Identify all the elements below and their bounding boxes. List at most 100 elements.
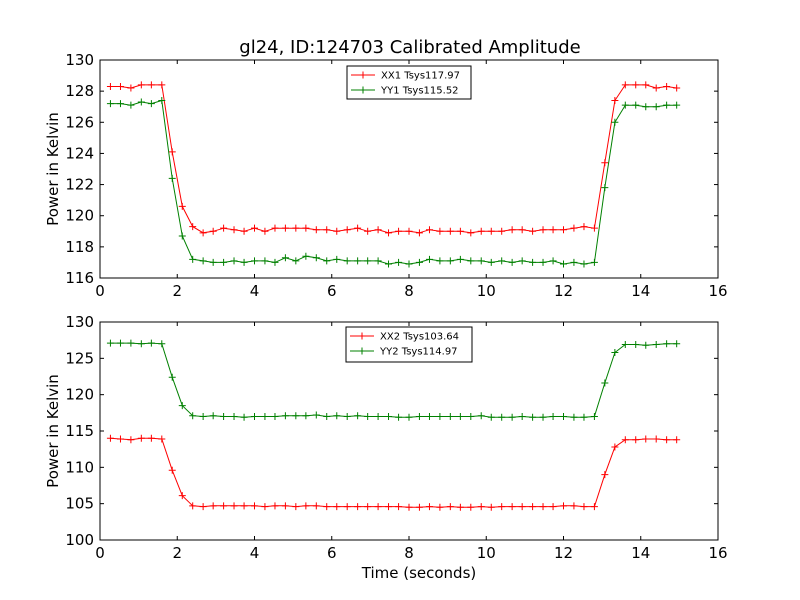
bottom-x-tick-label: 12 bbox=[554, 544, 573, 562]
data-point-xx2 bbox=[425, 503, 433, 511]
data-point-xx1 bbox=[590, 224, 598, 232]
data-point-xx2 bbox=[508, 503, 516, 511]
data-point-yy2 bbox=[385, 412, 393, 420]
data-point-xx2 bbox=[343, 503, 351, 511]
data-point-xx1 bbox=[456, 227, 464, 235]
data-point-xx2 bbox=[323, 503, 331, 511]
data-point-xx1 bbox=[673, 84, 681, 92]
data-point-yy1 bbox=[518, 257, 526, 265]
data-point-yy1 bbox=[261, 257, 269, 265]
data-point-yy2 bbox=[498, 413, 506, 421]
data-point-yy2 bbox=[364, 412, 372, 420]
data-point-yy1 bbox=[333, 255, 341, 263]
bottom-y-axis-label: Power in Kelvin bbox=[44, 374, 62, 488]
data-point-xx2 bbox=[518, 503, 526, 511]
data-point-yy1 bbox=[395, 258, 403, 266]
legend-marker-xx1 bbox=[359, 71, 367, 79]
top-y-axis-label: Power in Kelvin bbox=[44, 112, 62, 226]
data-point-yy2 bbox=[425, 412, 433, 420]
data-point-yy2 bbox=[281, 412, 289, 420]
data-point-yy1 bbox=[632, 101, 640, 109]
data-point-xx2 bbox=[189, 502, 197, 510]
data-point-yy2 bbox=[415, 412, 423, 420]
data-point-yy1 bbox=[415, 258, 423, 266]
data-point-yy2 bbox=[508, 413, 516, 421]
bottom-legend-box bbox=[345, 326, 473, 363]
data-point-xx1 bbox=[168, 148, 176, 156]
chart-title: gl24, ID:124703 Calibrated Amplitude bbox=[239, 37, 580, 58]
data-point-yy2 bbox=[611, 349, 619, 357]
bottom-y-tick-label: 100 bbox=[65, 531, 94, 549]
data-point-yy2 bbox=[251, 412, 258, 420]
data-point-xx1 bbox=[385, 229, 393, 237]
bottom-x-axis-label: Time (seconds) bbox=[361, 564, 477, 582]
data-point-yy2 bbox=[189, 412, 197, 420]
legend-marker-xx2 bbox=[358, 332, 366, 340]
legend-label-xx1: XX1 Tsys117.97 bbox=[381, 71, 460, 82]
data-point-yy2 bbox=[374, 412, 382, 420]
bottom-x-tick-label: 0 bbox=[95, 544, 105, 562]
data-point-yy2 bbox=[621, 341, 629, 349]
data-point-yy1 bbox=[168, 174, 176, 182]
data-point-yy2 bbox=[446, 412, 454, 420]
data-point-xx2 bbox=[560, 502, 567, 510]
data-point-xx1 bbox=[158, 81, 166, 89]
data-point-yy2 bbox=[147, 339, 155, 347]
data-point-yy2 bbox=[673, 340, 681, 348]
top-y-tick-label: 124 bbox=[65, 144, 94, 162]
bottom-y-tick-label: 110 bbox=[65, 458, 94, 476]
data-point-xx1 bbox=[560, 226, 567, 234]
data-point-xx2 bbox=[178, 492, 186, 500]
data-point-xx1 bbox=[498, 227, 506, 235]
data-point-xx1 bbox=[621, 81, 629, 89]
data-point-xx1 bbox=[539, 226, 547, 234]
data-point-yy2 bbox=[168, 373, 176, 381]
legend-label-xx2: XX2 Tsys103.64 bbox=[380, 332, 459, 343]
data-point-xx2 bbox=[199, 503, 207, 511]
data-point-yy1 bbox=[323, 257, 331, 265]
data-point-yy2 bbox=[642, 341, 650, 349]
data-point-xx2 bbox=[580, 503, 588, 511]
data-point-yy1 bbox=[642, 103, 650, 111]
top-y-tick-label: 126 bbox=[65, 113, 94, 131]
top-x-tick-label: 10 bbox=[477, 282, 496, 300]
bottom-x-tick-label: 10 bbox=[477, 544, 496, 562]
subplot-top: 0 2 4 6 8 10 12 14 16 116 118 120 122 124 126 128 130 Pow… bbox=[44, 51, 728, 300]
data-point-yy1 bbox=[374, 257, 382, 265]
data-point-xx2 bbox=[374, 503, 382, 511]
data-point-xx1 bbox=[652, 84, 660, 92]
data-point-yy1 bbox=[354, 257, 362, 265]
data-point-xx2 bbox=[590, 503, 598, 511]
data-point-yy1 bbox=[189, 255, 197, 263]
data-point-yy1 bbox=[137, 98, 145, 106]
data-point-yy1 bbox=[436, 257, 444, 265]
data-point-xx1 bbox=[240, 227, 248, 235]
data-point-xx2 bbox=[271, 502, 279, 510]
data-point-yy1 bbox=[127, 101, 135, 109]
data-point-yy2 bbox=[570, 413, 578, 421]
data-point-xx2 bbox=[673, 436, 681, 444]
data-point-xx1 bbox=[549, 226, 557, 234]
bottom-y-tick-label: 115 bbox=[65, 422, 94, 440]
bottom-x-tick-label: 4 bbox=[250, 544, 260, 562]
data-point-xx2 bbox=[621, 436, 629, 444]
data-point-yy1 bbox=[251, 257, 258, 265]
data-point-xx2 bbox=[642, 435, 650, 443]
data-point-yy1 bbox=[601, 184, 609, 192]
data-point-yy1 bbox=[425, 255, 433, 263]
data-point-yy1 bbox=[209, 258, 217, 266]
data-point-xx2 bbox=[220, 502, 228, 510]
legend-label-yy1: YY1 Tsys115.52 bbox=[380, 86, 459, 97]
bottom-y-tick-label: 120 bbox=[65, 386, 94, 404]
data-point-yy2 bbox=[590, 412, 598, 420]
data-point-xx2 bbox=[446, 503, 454, 511]
data-point-yy2 bbox=[312, 411, 320, 419]
data-point-xx1 bbox=[333, 227, 341, 235]
data-point-xx1 bbox=[663, 82, 671, 90]
data-point-yy1 bbox=[673, 101, 681, 109]
data-point-xx2 bbox=[477, 503, 485, 511]
data-point-yy1 bbox=[508, 258, 516, 266]
data-point-yy1 bbox=[147, 100, 155, 108]
data-point-yy2 bbox=[549, 412, 557, 420]
